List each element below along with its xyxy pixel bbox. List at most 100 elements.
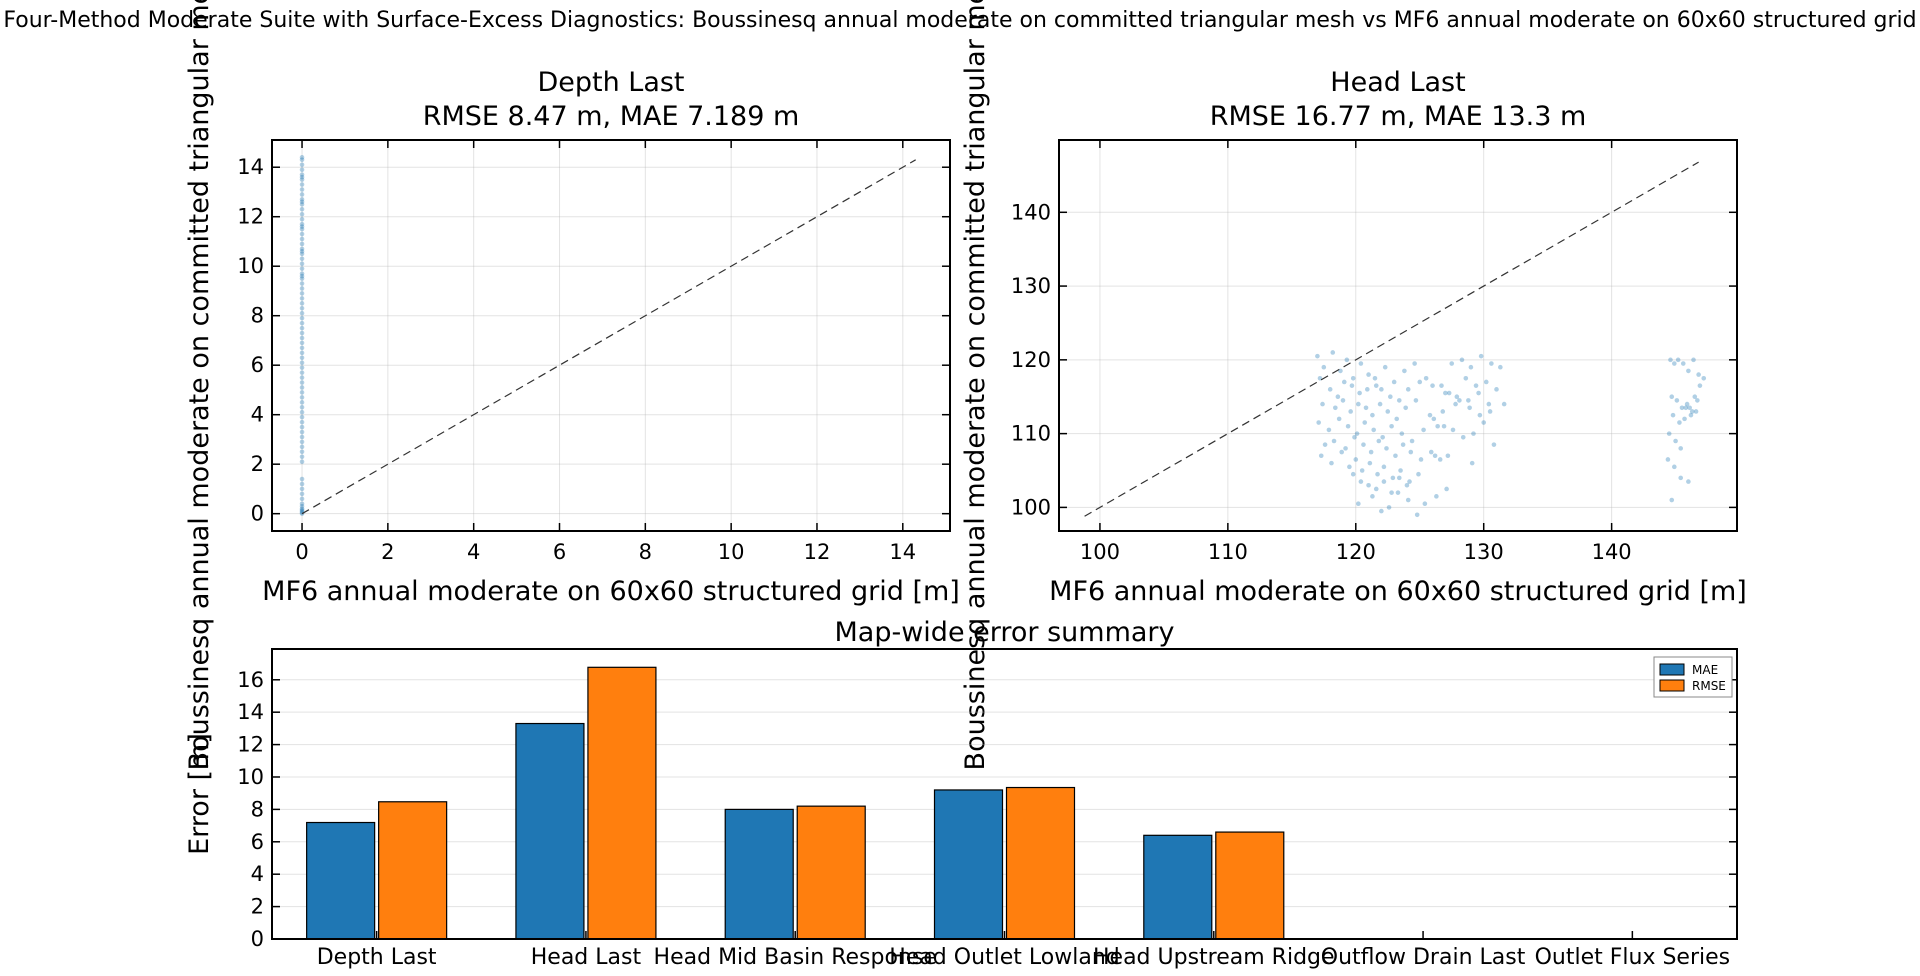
scatter-point <box>299 507 305 513</box>
axes-frame <box>271 139 951 532</box>
scatter-point <box>1379 508 1384 514</box>
x-tick-label: 2 <box>381 540 394 564</box>
scatter-point <box>1414 512 1420 518</box>
scatter-point <box>299 395 305 400</box>
scatter-point <box>1697 383 1703 388</box>
scatter-point <box>1466 398 1471 403</box>
scatter-point <box>1463 375 1469 381</box>
scatter-point <box>1389 423 1394 429</box>
y-tick-label: 10 <box>237 254 264 278</box>
scatter-point <box>1326 427 1332 433</box>
scatter-point <box>1679 405 1685 411</box>
scatter-point <box>1693 409 1699 414</box>
scatter-point <box>1400 442 1406 447</box>
scatter-point <box>299 211 305 217</box>
panel-title: Depth Last <box>537 67 684 98</box>
scatter-point <box>1339 449 1345 455</box>
scatter-point <box>1471 431 1476 436</box>
scatter-point <box>1367 460 1373 466</box>
scatter-point <box>299 182 305 187</box>
scatter-point <box>299 486 305 492</box>
scatter-point <box>299 439 305 445</box>
scatter-point <box>1357 390 1362 396</box>
scatter-point <box>299 506 305 512</box>
scatter-point <box>1481 420 1487 425</box>
scatter-point <box>299 414 305 420</box>
scatter-point <box>1467 405 1472 411</box>
scatter-point <box>1336 416 1342 422</box>
x-tick-label: 140 <box>1592 540 1632 564</box>
scatter-point <box>1377 401 1383 407</box>
x-tick-label: 8 <box>639 540 652 564</box>
bar-mae <box>933 789 1004 940</box>
scatter-point <box>299 305 305 311</box>
scatter-point <box>299 177 305 182</box>
legend-label-rmse: RMSE <box>1692 679 1726 693</box>
scatter-point <box>1692 394 1698 400</box>
scatter-point <box>1689 409 1695 414</box>
scatter-point <box>1320 401 1325 407</box>
scatter-point <box>1435 423 1440 429</box>
scatter-point <box>299 404 305 410</box>
scatter-point <box>1441 423 1447 429</box>
scatter-point <box>1430 383 1435 388</box>
scatter-point <box>1372 375 1378 381</box>
scatter-point <box>299 199 305 205</box>
figure-title: Four-Method Moderate Suite with Surface-… <box>3 8 1916 33</box>
scatter-point <box>299 291 305 296</box>
scatter-point <box>299 197 305 202</box>
scatter-point <box>1373 383 1379 388</box>
scatter-point <box>1322 442 1328 447</box>
scatter-point <box>1473 383 1479 388</box>
scatter-point <box>1363 405 1369 411</box>
x-tick-label: Head Mid Basin Response <box>654 945 937 970</box>
scatter-point <box>299 296 305 301</box>
scatter-point <box>299 155 305 160</box>
scatter-point <box>1669 394 1675 400</box>
scatter-point <box>299 249 305 254</box>
scatter-point <box>1396 475 1402 481</box>
scatter-point <box>299 330 305 336</box>
scatter-point <box>1468 364 1474 370</box>
scatter-point <box>299 236 305 242</box>
scatter-point <box>1409 438 1415 444</box>
error-summary-bar-panel: Map-wide error summary 0 2 4 6 8 10 12 14 16 Depth… <box>184 617 1738 970</box>
scatter-point <box>1408 449 1414 455</box>
scatter-point <box>299 226 305 232</box>
scatter-point <box>299 231 305 237</box>
scatter-point <box>299 157 305 163</box>
scatter-point <box>1432 453 1438 459</box>
scatter-point <box>1678 475 1684 481</box>
scatter-point <box>1388 394 1393 400</box>
scatter-point <box>299 266 305 271</box>
scatter-point <box>1390 475 1396 481</box>
scatter-point <box>299 429 305 435</box>
y-tick-label: 110 <box>1011 422 1051 446</box>
scatter-point <box>1385 409 1391 414</box>
bar-rmse <box>1005 786 1076 940</box>
scatter-point <box>299 261 305 267</box>
x-axis-label: MF6 annual moderate on 60x60 structured … <box>262 576 960 607</box>
scatter-point <box>1356 501 1361 507</box>
scatter-point <box>1391 379 1397 385</box>
scatter-point <box>1396 398 1402 403</box>
x-tick-label: Outflow Drain Last <box>1321 945 1526 970</box>
scatter-point <box>299 476 305 482</box>
scatter-point <box>1668 357 1673 363</box>
scatter-point <box>299 174 305 180</box>
scatter-point <box>299 501 305 507</box>
scatter-point <box>1469 460 1475 466</box>
scatter-point <box>299 503 305 509</box>
y-tick-label: 14 <box>237 700 264 724</box>
scatter-point <box>299 444 305 450</box>
scatter-point <box>299 370 305 375</box>
y-tick-label: 8 <box>251 304 264 328</box>
bar-rmse <box>587 666 657 940</box>
scatter-point <box>1437 457 1443 462</box>
y-axis-label: Boussinesq annual moderate on committed … <box>184 0 215 770</box>
x-tick-label: 100 <box>1080 540 1120 564</box>
y-tick-label: 14 <box>237 155 264 179</box>
bar-rmse <box>1215 831 1285 940</box>
